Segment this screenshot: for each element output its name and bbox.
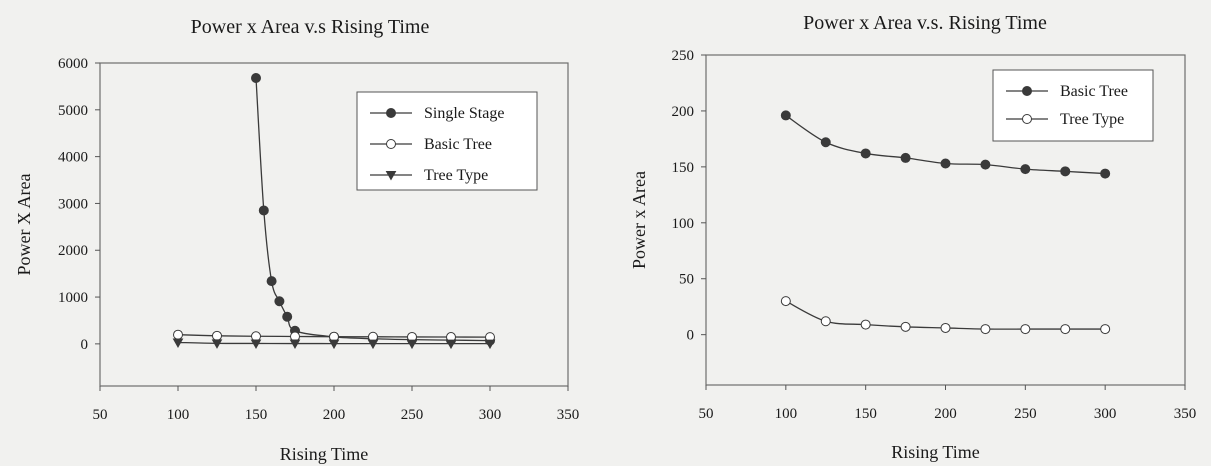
- data-point: [1060, 324, 1071, 335]
- chart-title: Power x Area v.s. Rising Time: [803, 12, 1047, 34]
- x-tick-label: 50: [93, 407, 108, 423]
- series-tree-type: [780, 296, 1111, 335]
- x-tick-label: 300: [479, 407, 502, 423]
- data-point: [211, 339, 223, 349]
- x-axis-label: Rising Time: [280, 444, 369, 464]
- x-tick-label: 250: [1014, 406, 1037, 422]
- data-point: [860, 319, 871, 330]
- chart-2: Power x Area v.s. Rising Time Rising Time…: [629, 12, 1196, 462]
- y-tick-label: 1000: [58, 290, 88, 306]
- data-point: [820, 137, 831, 148]
- x-axis-label: Rising Time: [891, 442, 980, 462]
- data-point: [980, 159, 991, 170]
- series-basic-tree: [173, 329, 495, 343]
- data-point: [780, 110, 791, 121]
- series-basic-tree: [780, 110, 1111, 179]
- x-tick-label: 350: [557, 407, 580, 423]
- data-point: [274, 296, 285, 307]
- legend-marker: [385, 171, 397, 181]
- legend-entry: Tree Type: [1060, 111, 1124, 128]
- data-point: [1100, 324, 1111, 335]
- legend: Basic Tree Tree Type: [992, 69, 1154, 142]
- y-tick-label: 3000: [58, 196, 88, 212]
- y-tick-label: 0: [687, 328, 695, 344]
- x-tick-label: 300: [1094, 406, 1117, 422]
- x-tick-label: 50: [699, 406, 714, 422]
- data-point: [328, 339, 340, 350]
- data-point: [860, 148, 871, 159]
- data-point: [1020, 164, 1031, 175]
- y-tick-label: 6000: [58, 56, 88, 72]
- legend-marker: [1022, 86, 1032, 96]
- x-tick-label: 150: [245, 407, 268, 423]
- y-tick-label: 200: [672, 104, 695, 120]
- data-point: [289, 339, 301, 350]
- x-tick-label: 200: [323, 407, 346, 423]
- y-tick-label: 150: [672, 160, 695, 176]
- series-tree-type: [172, 338, 496, 350]
- data-point: [900, 321, 911, 332]
- data-point: [1020, 324, 1031, 335]
- chart-title: Power x Area v.s Rising Time: [191, 16, 430, 38]
- data-point: [251, 331, 261, 342]
- x-tick-label: 250: [401, 407, 424, 423]
- data-point: [251, 72, 261, 83]
- y-tick-label: 5000: [58, 103, 88, 119]
- chart-1: Power x Area v.s Rising Time Rising Time P…: [14, 16, 579, 464]
- data-point: [282, 311, 293, 322]
- legend: Single Stage Basic Tree Tree Type: [356, 91, 538, 191]
- data-point: [980, 324, 991, 335]
- x-tick-label: 100: [775, 406, 798, 422]
- y-tick-label: 100: [672, 216, 695, 232]
- legend-marker: [386, 108, 396, 118]
- x-tick-label: 200: [934, 406, 957, 422]
- data-point: [484, 339, 496, 350]
- legend-marker: [386, 139, 396, 149]
- legend-entry: Tree Type: [424, 167, 488, 184]
- y-tick-label: 4000: [58, 150, 88, 166]
- x-tick-label: 350: [1174, 406, 1197, 422]
- data-point: [367, 339, 379, 350]
- data-point: [406, 339, 418, 350]
- y-axis-label: Power x Area: [629, 171, 649, 269]
- data-point: [940, 158, 951, 169]
- data-point: [1060, 166, 1071, 177]
- y-axis-label: Power X Area: [14, 174, 34, 276]
- legend-entry: Basic Tree: [1060, 83, 1128, 100]
- y-tick-label: 2000: [58, 243, 88, 259]
- data-point: [780, 296, 791, 307]
- data-point: [172, 338, 184, 348]
- y-tick-label: 50: [679, 272, 694, 288]
- data-point: [173, 329, 183, 340]
- y-tick-label: 0: [81, 337, 89, 353]
- data-point: [445, 339, 457, 350]
- data-point: [212, 330, 222, 341]
- y-tick-label: 250: [672, 48, 695, 64]
- legend-box: [992, 69, 1154, 142]
- x-tick-label: 100: [167, 407, 190, 423]
- data-point: [258, 205, 269, 216]
- x-tick-label: 150: [854, 406, 877, 422]
- data-point: [820, 316, 831, 327]
- data-point: [266, 276, 277, 287]
- data-point: [1100, 168, 1111, 179]
- data-point: [250, 339, 262, 349]
- legend-entry: Single Stage: [424, 105, 504, 122]
- legend-entry: Basic Tree: [424, 136, 492, 153]
- legend-marker: [1022, 114, 1032, 124]
- data-point: [900, 152, 911, 163]
- data-point: [940, 322, 951, 333]
